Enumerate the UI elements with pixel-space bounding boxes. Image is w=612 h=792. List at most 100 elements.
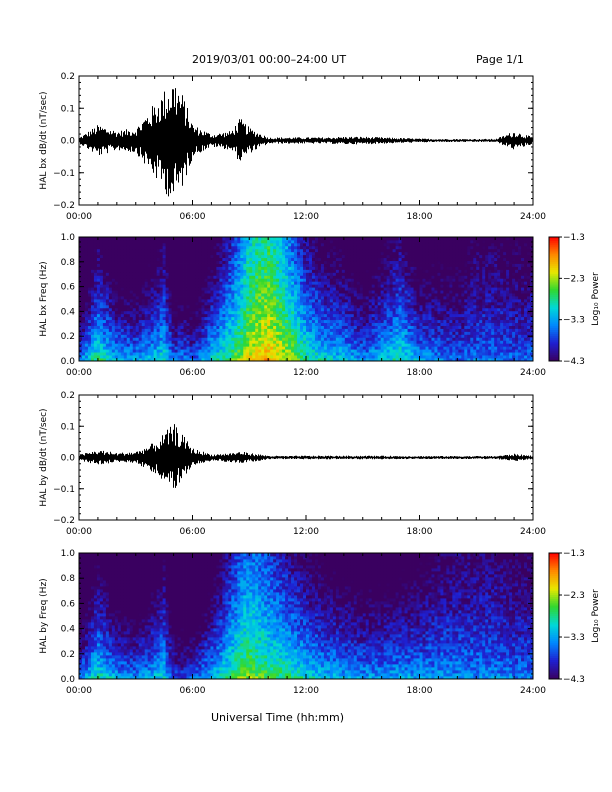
- spectrogram-cell: [413, 322, 417, 326]
- spectrogram-cell: [246, 358, 250, 362]
- spectrogram-cell: [165, 254, 170, 259]
- spectrogram-cell: [231, 263, 235, 267]
- spectrogram-cell: [96, 237, 101, 241]
- spectrogram-cell: [422, 328, 426, 332]
- spectrogram-cell: [117, 284, 122, 288]
- spectrogram-cell: [150, 355, 155, 359]
- spectrogram-cell: [300, 334, 304, 338]
- spectrogram-cell: [291, 284, 295, 288]
- spectrogram-cell: [282, 352, 286, 356]
- spectrogram-cell: [422, 275, 426, 279]
- spectrogram-cell: [386, 245, 391, 250]
- spectrogram-cell: [165, 334, 170, 338]
- spectrogram-cell: [362, 334, 367, 338]
- spectrogram-cell: [240, 325, 244, 329]
- spectrogram-cell: [183, 316, 187, 321]
- spectrogram-cell: [135, 310, 140, 315]
- spectrogram-cell: [129, 275, 134, 279]
- spectrogram-cell: [350, 278, 355, 282]
- spectrogram-cell: [255, 248, 259, 253]
- spectrogram-cell: [117, 269, 122, 273]
- spectrogram-cell: [159, 257, 164, 262]
- spectrogram-cell: [285, 287, 289, 291]
- spectrogram-cell: [237, 316, 241, 321]
- spectrogram-cell: [252, 352, 256, 356]
- spectrogram-cell: [99, 352, 104, 356]
- spectrogram-cell: [306, 237, 310, 241]
- spectrogram-cell: [171, 281, 175, 285]
- spectrogram-cell: [326, 328, 331, 332]
- spectrogram-cell: [332, 263, 337, 267]
- spectrogram-cell: [135, 346, 140, 350]
- spectrogram-cell: [338, 272, 343, 276]
- spectrogram-cell: [291, 304, 295, 309]
- spectrogram-cell: [225, 239, 229, 244]
- spectrogram-cell: [297, 251, 301, 256]
- spectrogram-cell: [389, 346, 394, 350]
- spectrogram-cell: [93, 355, 98, 359]
- spectrogram-cell: [153, 287, 158, 291]
- spectrogram-cell: [282, 340, 286, 344]
- spectrogram-cell: [416, 316, 420, 321]
- spectrogram-cell: [353, 293, 358, 297]
- spectrogram-cell: [216, 269, 220, 273]
- spectrogram-cell: [126, 358, 131, 362]
- spectrogram-cell: [252, 328, 256, 332]
- spectrogram-cell: [425, 343, 429, 347]
- spectrogram-cell: [132, 251, 137, 256]
- spectrogram-cell: [320, 358, 325, 362]
- spectrogram-cell: [386, 325, 391, 329]
- spectrogram-cell: [303, 245, 307, 250]
- spectrogram-cell: [177, 325, 181, 329]
- spectrogram-cell: [79, 248, 83, 253]
- spectrogram-cell: [362, 331, 367, 335]
- spectrogram-cell: [144, 355, 149, 359]
- spectrogram-cell: [335, 310, 340, 315]
- spectrogram-cell: [243, 293, 247, 297]
- spectrogram-cell: [201, 358, 205, 362]
- spectrogram-cell: [416, 337, 420, 341]
- spectrogram-cell: [156, 325, 161, 329]
- spectrogram-cell: [150, 296, 155, 300]
- spectrogram-cell: [141, 331, 146, 335]
- spectrogram-cell: [243, 254, 247, 259]
- spectrogram-cell: [389, 257, 394, 262]
- spectrogram-cell: [329, 284, 334, 288]
- spectrogram-cell: [365, 290, 370, 294]
- spectrogram-cell: [317, 301, 322, 306]
- spectrogram-cell: [123, 237, 128, 241]
- spectrogram-cell: [282, 316, 286, 321]
- spectrogram-cell: [144, 313, 149, 318]
- spectrogram-cell: [96, 245, 101, 250]
- spectrogram-cell: [398, 296, 402, 300]
- spectrogram-cell: [114, 269, 119, 273]
- spectrogram-cell: [114, 239, 119, 244]
- spectrogram-cell: [222, 296, 226, 300]
- spectrogram-cell: [353, 316, 358, 321]
- spectrogram-cell: [132, 349, 137, 353]
- spectrogram-cell: [347, 239, 352, 244]
- spectrogram-cell: [362, 343, 367, 347]
- spectrogram-cell: [273, 284, 277, 288]
- spectrogram-cell: [353, 296, 358, 300]
- spectrogram-cell: [392, 266, 397, 270]
- spectrogram-cell: [201, 310, 205, 315]
- spectrogram-cell: [219, 346, 223, 350]
- spectrogram-cell: [395, 328, 399, 332]
- spectrogram-cell: [273, 272, 277, 276]
- spectrogram-cell: [243, 334, 247, 338]
- spectrogram-cell: [353, 275, 358, 279]
- spectrogram-cell: [362, 299, 367, 303]
- spectrogram-cell: [123, 319, 128, 324]
- spectrogram-cell: [234, 352, 238, 356]
- spectrogram-cell: [198, 272, 202, 276]
- spectrogram-cell: [273, 328, 277, 332]
- spectrogram-cell: [183, 260, 187, 264]
- spectrogram-cell: [314, 322, 319, 326]
- spectrogram-cell: [216, 304, 220, 309]
- spectrogram-cell: [123, 322, 128, 326]
- spectrogram-cell: [129, 319, 134, 324]
- spectrogram-cell: [132, 304, 137, 309]
- spectrogram-cell: [273, 260, 277, 264]
- spectrogram-cell: [377, 346, 382, 350]
